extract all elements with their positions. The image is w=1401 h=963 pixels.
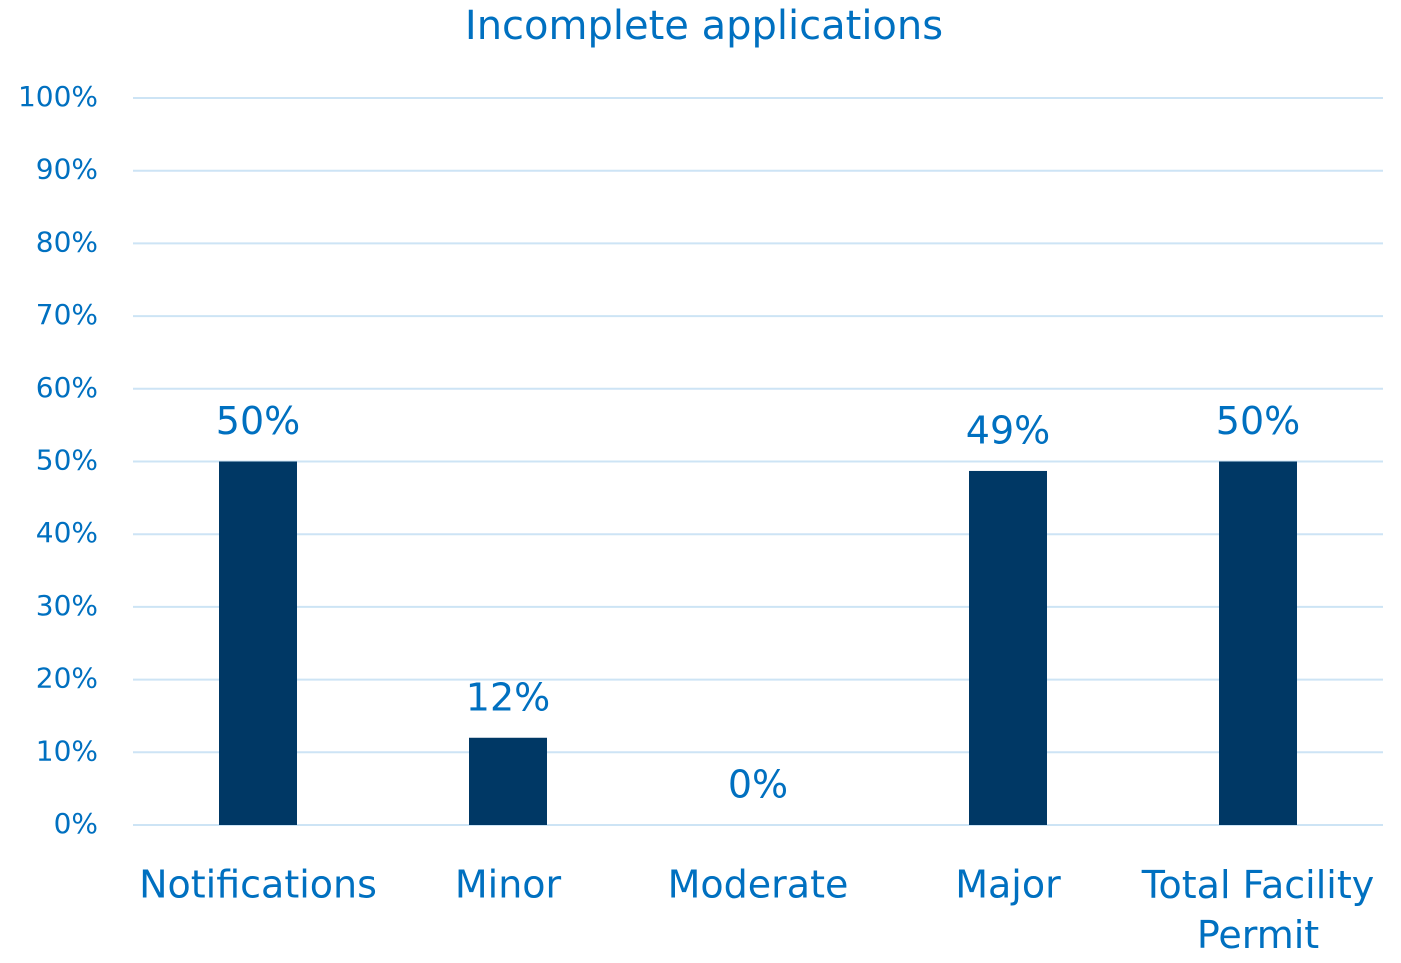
value-label: 12% [466,675,550,719]
x-tick-label: Minor [455,863,562,907]
value-label: 50% [216,399,300,443]
x-tick-label: Moderate [668,863,849,907]
value-label: 50% [1216,399,1300,443]
y-tick-label: 80% [36,225,98,258]
value-label: 0% [728,763,788,807]
bar [469,737,547,825]
bar [219,461,297,825]
y-tick-label: 70% [36,298,98,331]
y-tick-label: 10% [36,734,98,767]
x-tick-label: Total Facility Permit [1141,863,1374,957]
y-tick-label: 30% [36,589,98,622]
y-tick-label: 90% [36,153,98,186]
y-tick-label: 20% [36,662,98,695]
y-tick-label: 60% [36,371,98,404]
x-tick-label: Notifications [139,863,377,907]
y-tick-label: 50% [36,444,98,477]
bar [1219,461,1297,825]
y-tick-label: 40% [36,516,98,549]
value-label: 49% [966,408,1050,452]
x-tick-label: Major [955,863,1061,907]
bar [969,470,1047,825]
y-tick-label: 0% [54,807,98,840]
y-tick-label: 100% [18,80,98,113]
chart-title: Incomplete applications [465,3,943,49]
